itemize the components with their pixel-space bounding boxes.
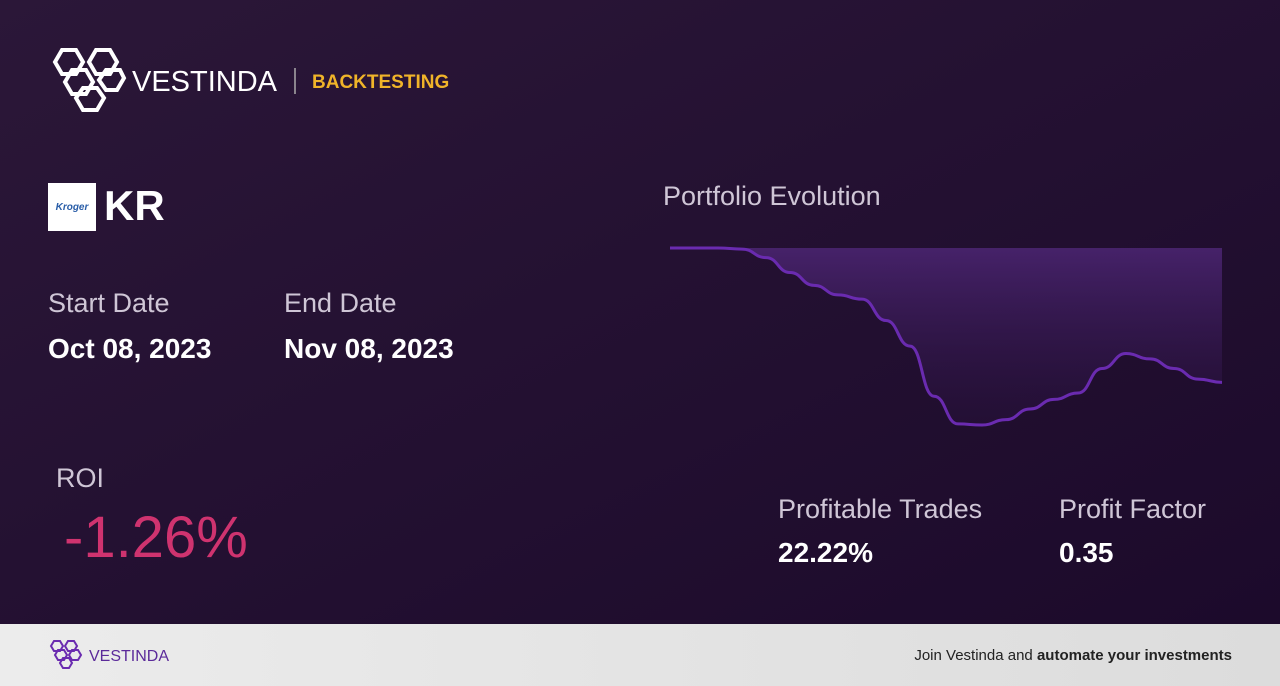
roi-value: -1.26% [64,505,248,570]
chart-title: Portfolio Evolution [663,181,881,211]
profitable-label: Profitable Trades [778,494,982,524]
footer-brand: VESTINDA [89,648,169,665]
footer-text: Join Vestinda and automate your investme… [914,647,1232,664]
ticker-logo-text: Kroger [56,202,90,213]
factor-label: Profit Factor [1059,494,1206,524]
roi-label: ROI [56,463,104,493]
footer-logo-icon [49,640,83,669]
end-value: Nov 08, 2023 [284,333,454,364]
start-value: Oct 08, 2023 [48,333,211,364]
start-label: Start Date [48,288,170,318]
section: BACKTESTING [312,72,449,93]
area-fill [670,248,1222,425]
chart [670,246,1223,427]
factor-value: 0.35 [1059,537,1114,568]
end-label: End Date [284,288,397,318]
footer [0,624,1280,686]
ticker-logo [48,183,96,231]
brand: VESTINDA [132,66,278,98]
footer-text-plain: Join Vestinda and [914,647,1032,664]
logo-icon [52,48,127,112]
profitable-value: 22.22% [778,537,873,568]
footer-text-bold: automate your investments [1037,647,1232,664]
ticker-symbol: KR [104,182,165,229]
line [670,246,1223,427]
